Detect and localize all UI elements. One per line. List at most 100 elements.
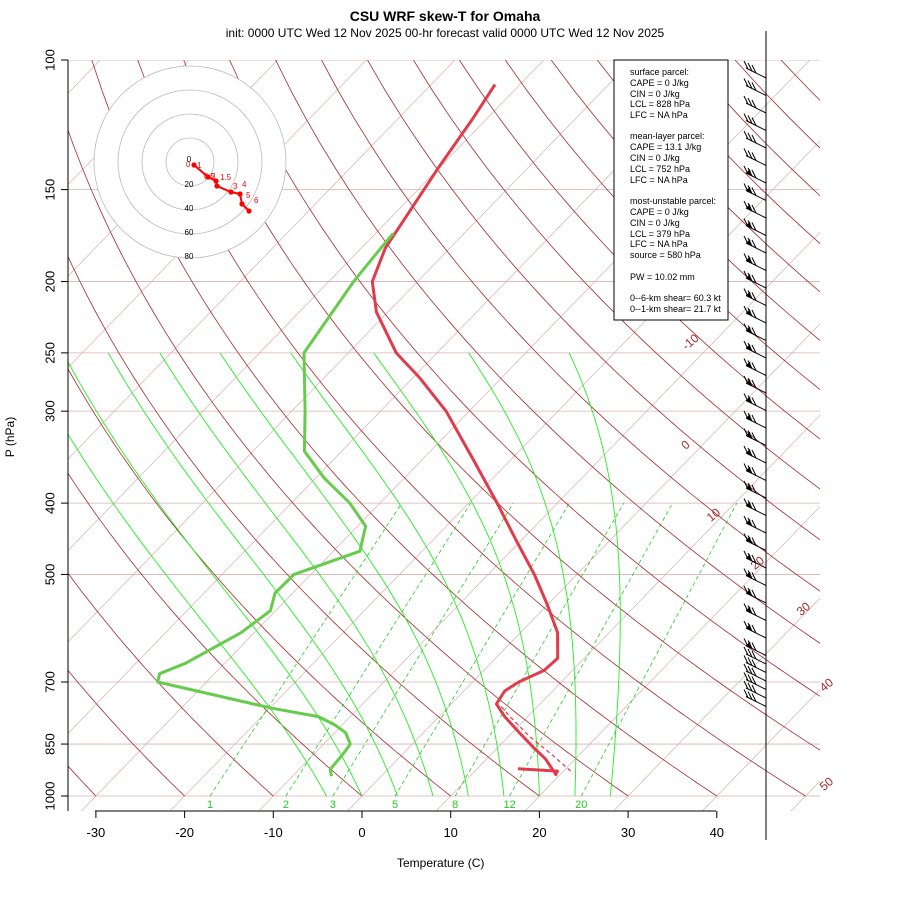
wind-barb-flag — [743, 270, 749, 280]
wind-barb-flag — [747, 237, 753, 247]
wind-barb-flag — [743, 428, 749, 437]
hodograph-ring-label: 0 — [187, 155, 192, 164]
dry-adiabat-line — [183, 60, 820, 751]
wind-barb-flag — [743, 148, 749, 157]
wind-barb-flag — [751, 676, 757, 685]
isotherm-label: 10 — [704, 505, 723, 525]
wind-barb-flag — [743, 375, 749, 385]
wind-barb-flag — [751, 152, 757, 161]
wind-barb-flag — [751, 379, 757, 389]
wind-barb-flag — [751, 537, 757, 546]
wind-barb-flag — [747, 290, 753, 299]
wind-barb-flag — [743, 305, 749, 315]
x-axis-label: Temperature (C) — [397, 856, 484, 870]
dry-adiabat-line — [780, 60, 820, 101]
wind-barb-flag — [751, 99, 757, 109]
wind-barb-flag — [751, 187, 757, 196]
isotherm-line — [524, 506, 820, 811]
hodograph-point-label: 6 — [254, 196, 259, 205]
wind-barb-flag — [747, 325, 753, 334]
wind-barb-flag — [751, 292, 757, 301]
wind-barb-flag — [751, 693, 757, 702]
isotherm-label: 40 — [817, 675, 836, 695]
surface-parcel-line: LCL = 828 hPa — [630, 99, 690, 109]
wind-barb-flag — [743, 498, 749, 507]
mixing-ratio-line — [509, 502, 673, 797]
mixing-ratio-line — [394, 502, 570, 797]
y-tick-label: 700 — [42, 671, 57, 693]
wind-barb-flag — [751, 650, 757, 660]
wind-barb-flag — [743, 200, 749, 210]
wind-barb-flag — [747, 648, 753, 658]
surface-parcel-header: surface parcel: — [630, 67, 689, 77]
wind-barb-flag — [751, 397, 757, 406]
wind-barb-flag — [747, 412, 753, 422]
hodograph-point-label: 3 — [233, 182, 238, 191]
hodograph: 0 20 40 60 80 0 0.5 1 1.5 2 3 4 5 6 — [93, 65, 287, 261]
isotherm-label: 0 — [678, 437, 692, 452]
wind-barb-flag — [743, 340, 749, 350]
wind-barb-flag — [747, 682, 753, 692]
hodograph-point-label: 1.5 — [220, 173, 232, 182]
y-tick-label: 100 — [42, 49, 57, 71]
dry-adiabat-line — [413, 60, 820, 490]
wind-barb-flag — [751, 117, 757, 126]
wind-barb-flag — [743, 78, 749, 87]
wind-barb-flag — [751, 257, 757, 266]
moist-adiabat-line — [468, 352, 577, 796]
wind-barb-flag — [743, 568, 749, 577]
wind-barb-flag — [751, 502, 757, 511]
wind-barb-flag — [743, 663, 749, 673]
dry-adiabat-line — [275, 60, 820, 644]
most-unstable-parcel-line: LCL = 379 hPa — [630, 229, 690, 239]
moist-adiabat-line — [159, 352, 434, 797]
mixing-ratio-label: 5 — [392, 799, 398, 811]
hodograph-point-label: 4 — [242, 180, 247, 189]
wind-barb-flag — [743, 113, 749, 122]
y-tick-label: 400 — [42, 492, 57, 514]
hodograph-point — [213, 178, 219, 184]
most-unstable-parcel-line: LFC = NA hPa — [630, 239, 688, 249]
wind-barb-flag — [743, 393, 749, 402]
moist-adiabat-line — [568, 352, 621, 797]
dry-adiabat-line — [68, 128, 629, 797]
y-axis-label: P (hPa) — [3, 417, 17, 457]
wind-barb-flag — [751, 64, 757, 74]
mixing-ratio-line — [209, 502, 403, 797]
isotherm-line — [68, 60, 456, 460]
hodograph-ring-label: 60 — [185, 228, 194, 237]
chart-subtitle: init: 0000 UTC Wed 12 Nov 2025 00-hr for… — [226, 26, 665, 40]
wind-barb-flag — [743, 358, 749, 367]
mean-layer-parcel-header: mean-layer parcel: — [630, 131, 705, 141]
wind-barb-flag — [743, 533, 749, 542]
hodograph-point-label: 5 — [246, 191, 251, 200]
mixing-ratio-label: 2 — [283, 799, 289, 811]
wind-barb-flag — [751, 239, 757, 249]
surface-parcel-line: CIN = 0 J/kg — [630, 89, 680, 99]
dry-adiabat-line — [68, 572, 274, 797]
most-unstable-parcel-header: most-unstable parcel: — [630, 196, 716, 206]
moist-adiabat-line — [107, 352, 398, 797]
wind-barb-flag — [743, 655, 749, 664]
wind-barb-flag — [747, 167, 753, 177]
wind-barb-flag — [747, 447, 753, 457]
wind-barb-flag — [743, 638, 749, 647]
isotherm-line — [258, 231, 820, 811]
wind-barb-flag — [743, 165, 749, 175]
wind-barb-flag — [747, 272, 753, 282]
hodograph-point-label: 2 — [211, 172, 216, 181]
isotherm-line — [169, 140, 820, 811]
x-tick-label: 40 — [710, 825, 724, 840]
wind-barb-flag — [743, 603, 749, 612]
dry-adiabat-line — [367, 60, 820, 541]
wind-barb-flag — [743, 646, 749, 656]
hodograph-point — [205, 174, 211, 180]
dry-adiabat-line — [458, 60, 820, 440]
y-tick-label: 250 — [42, 342, 57, 364]
mixing-ratio-line — [332, 502, 514, 797]
moist-adiabat-line — [219, 352, 469, 797]
wind-barb-flag — [751, 519, 757, 529]
wind-barb-flag — [743, 515, 749, 525]
